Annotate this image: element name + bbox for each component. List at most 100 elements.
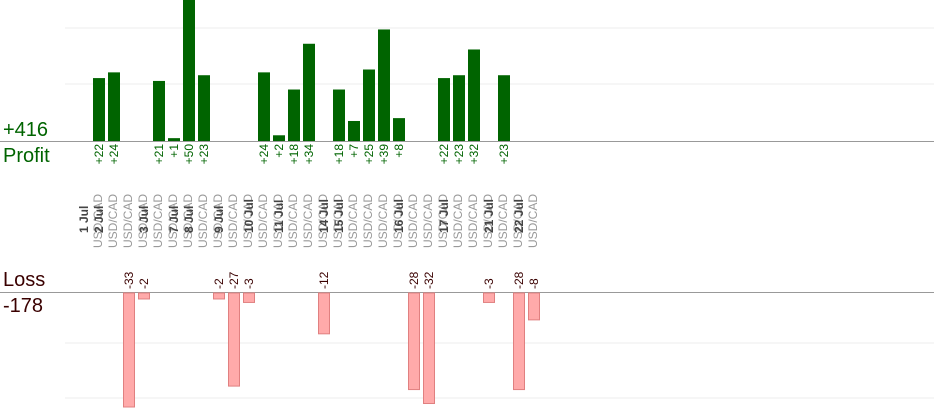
profit-value-label: +23 <box>197 144 211 165</box>
profit-bar <box>273 135 285 141</box>
loss-bar <box>123 292 135 408</box>
pair-label: USD/CAD <box>391 194 405 248</box>
loss-bar <box>513 292 525 391</box>
profit-bar <box>378 29 390 141</box>
profit-value-label: +21 <box>152 144 166 165</box>
profit-value-label: +22 <box>437 144 451 165</box>
loss-value-label: -2 <box>137 278 151 289</box>
loss-value-label: -28 <box>512 271 526 289</box>
pair-label: USD/CAD <box>181 194 195 248</box>
pair-label: USD/CAD <box>241 194 255 248</box>
loss-value-label: -2 <box>212 278 226 289</box>
profit-bar <box>258 72 270 141</box>
profit-bar <box>393 118 405 141</box>
profit-value-label: +34 <box>302 144 316 165</box>
profit-bar <box>93 78 105 141</box>
loss-value-label: -12 <box>317 271 331 289</box>
profit-bar <box>183 0 195 141</box>
profit-value-label: +7 <box>347 144 361 158</box>
profit-bar <box>438 78 450 141</box>
profit-value-label: +2 <box>272 144 286 158</box>
pair-label: USD/CAD <box>301 194 315 248</box>
profit-value-label: +1 <box>167 144 181 158</box>
date-label: 11 Jul <box>272 200 286 233</box>
pair-label: USD/CAD <box>256 194 270 248</box>
profit-value-label: +8 <box>392 144 406 158</box>
profit-value-label: +24 <box>107 144 121 165</box>
loss-bar <box>318 292 330 335</box>
pair-label: USD/CAD <box>271 194 285 248</box>
date-label: 16 Jul <box>392 199 406 233</box>
loss-value-label: -8 <box>527 278 541 289</box>
pair-label: USD/CAD <box>196 194 210 248</box>
profit-value-label: +22 <box>92 144 106 165</box>
pair-label: USD/CAD <box>421 194 435 248</box>
profit-bar <box>288 89 300 141</box>
loss-total: -178 <box>3 295 44 317</box>
profit-bar <box>453 75 465 141</box>
profit-value-label: +25 <box>362 144 376 165</box>
date-label: 2 Jul <box>92 206 106 233</box>
date-label: 1 Jul <box>77 206 91 233</box>
loss-bar <box>138 292 150 300</box>
loss-bar <box>423 292 435 405</box>
date-label: 9 Jul <box>212 206 226 233</box>
profit-bar <box>153 80 165 141</box>
date-label: 10 Jul <box>242 199 256 233</box>
pair-label: USD/CAD <box>166 194 180 248</box>
loss-value-label: -33 <box>122 271 136 289</box>
loss-bar <box>243 292 255 303</box>
pair-label: USD/CAD <box>436 194 450 248</box>
loss-bar <box>228 292 240 387</box>
date-label: 7 Jul <box>167 206 181 233</box>
pair-label: USD/CAD <box>496 194 510 248</box>
loss-bar <box>213 292 225 300</box>
profit-value-label: +23 <box>452 144 466 165</box>
profit-value-label: +23 <box>497 144 511 165</box>
profit-value-label: +18 <box>332 144 346 165</box>
loss-value-label: -28 <box>407 271 421 289</box>
loss-bar <box>408 292 420 391</box>
pair-label: USD/CAD <box>91 194 105 248</box>
pair-label: USD/CAD <box>451 194 465 248</box>
date-label: 22 Jul <box>512 199 526 233</box>
profit-value-label: +50 <box>182 144 196 165</box>
profit-bar <box>498 75 510 141</box>
date-label: 8 Jul <box>182 206 196 233</box>
loss-value-label: -32 <box>422 271 436 289</box>
loss-value-label: -27 <box>227 271 241 289</box>
profit-bar <box>168 138 180 141</box>
profit-value-label: +18 <box>287 144 301 165</box>
loss-label: Loss <box>3 269 46 291</box>
loss-value-label: -3 <box>482 278 496 289</box>
pair-label: USD/CAD <box>481 194 495 248</box>
pair-label: USD/CAD <box>466 194 480 248</box>
profit-bar <box>348 120 360 141</box>
profit-bar <box>303 43 315 142</box>
profit-bar <box>198 75 210 141</box>
profit-bar <box>363 69 375 141</box>
profit-value-label: +24 <box>257 144 271 165</box>
loss-value-label: -3 <box>242 278 256 289</box>
profit-bar <box>468 49 480 142</box>
profit-total: +416 <box>3 119 49 141</box>
pair-label: USD/CAD <box>286 194 300 248</box>
pair-label: USD/CAD <box>511 194 525 248</box>
pair-label: USD/CAD <box>346 194 360 248</box>
pair-label: USD/CAD <box>331 194 345 248</box>
pair-label: USD/CAD <box>316 194 330 248</box>
profit-bar <box>108 72 120 141</box>
pair-label: USD/CAD <box>361 194 375 248</box>
loss-bar <box>528 292 540 321</box>
pair-label: USD/CAD <box>106 194 120 248</box>
profit-label: Profit <box>3 145 50 167</box>
pair-label: USD/CAD <box>136 194 150 248</box>
pair-label: USD/CAD <box>121 194 135 248</box>
loss-bar <box>483 292 495 303</box>
pair-label: USD/CAD <box>406 194 420 248</box>
date-label: 21 Jul <box>482 199 496 233</box>
pair-label: USD/CAD <box>226 194 240 248</box>
date-label: 3 Jul <box>137 206 151 233</box>
profit-value-label: +39 <box>377 144 391 165</box>
